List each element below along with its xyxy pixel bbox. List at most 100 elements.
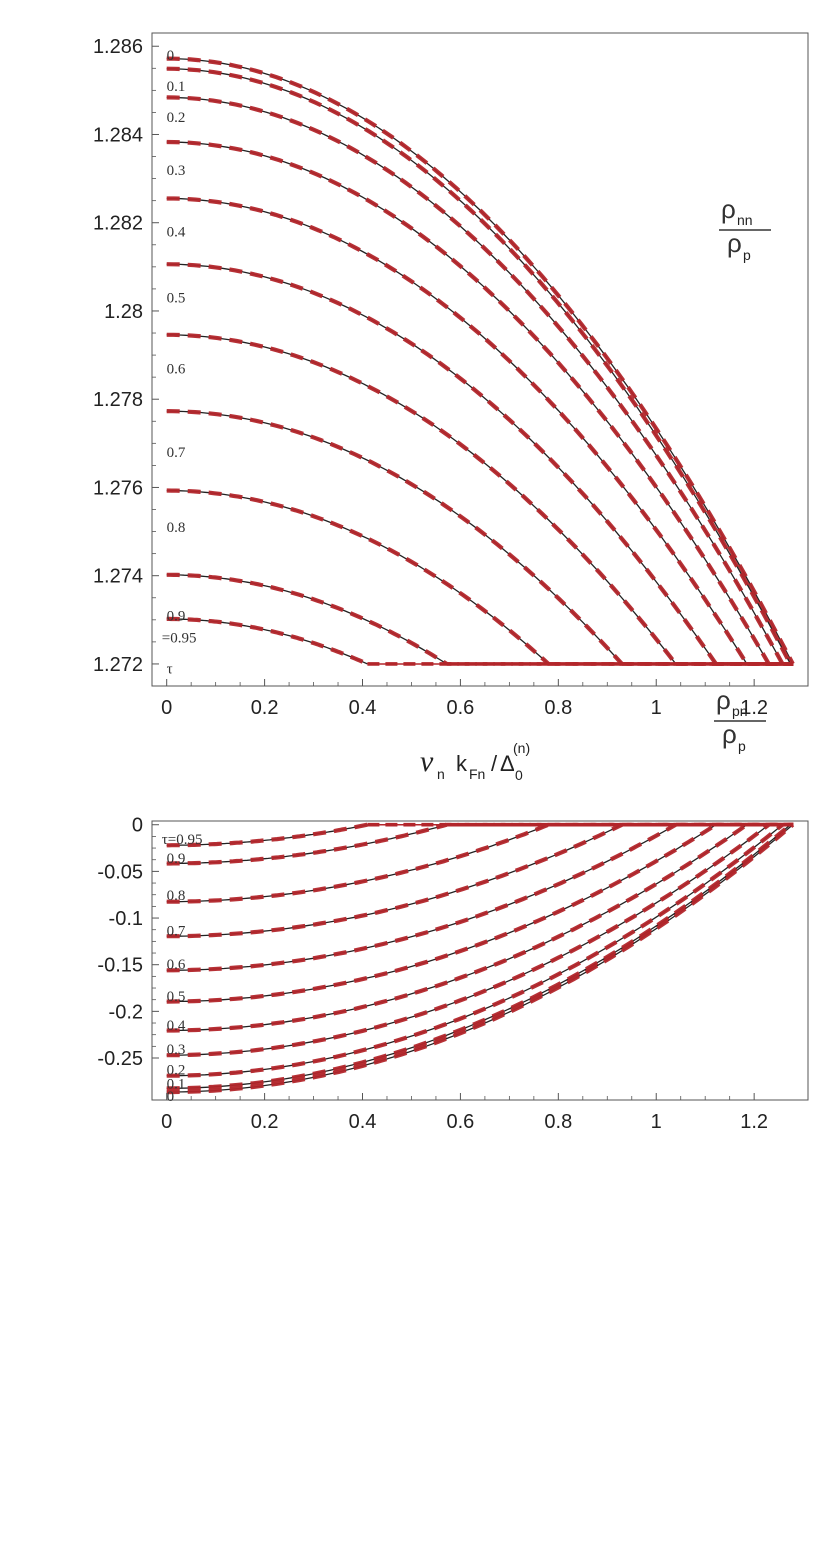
x-tick-label: 0.8 [544,1111,572,1133]
y-tick-label: 0 [132,815,143,837]
approx-curve [166,95,785,665]
approx-curve [166,139,771,665]
curve-label: 0.6 [167,361,186,377]
y-tick-label: -0.15 [97,955,143,977]
xlabel-var-sub: n [437,766,445,782]
curve-label: 0.8 [167,520,186,536]
approx-curve [166,66,793,665]
y-tick-label: -0.05 [97,861,143,883]
x-tick-label: 1.2 [740,1111,768,1133]
ratio-label: ρ nnρ p [719,194,771,263]
curve-label: =0.95 [162,630,197,646]
x-axis: 0 0.2 0.4 0.6 0.8 1 1.2 [161,679,768,719]
ratio-numerator-sub: nn [737,212,753,228]
curve-label: 0.6 [167,957,186,973]
curve-labels: 0 0.1 0.2 0.3 0.4 0.5 0.6 0.7 0.8 0.9 =0.95 τ [162,48,197,677]
y-tick-label: -0.25 [97,1048,143,1070]
x-tick-label: 0 [161,697,172,719]
approx-curve [166,616,369,666]
xlabel-k-sub: Fn [469,766,485,782]
xlabel-delta-sup: (n) [513,740,530,756]
approx-curve [166,196,749,666]
x-tick-label: 0 [161,1111,172,1133]
approx-curve [166,823,795,1095]
curve-label: 0.3 [167,1042,186,1058]
curve-label: 0.9 [167,608,186,624]
curve-label: 0.8 [167,888,186,904]
approx-curve [166,823,792,1091]
y-tick-label: 1.272 [93,654,143,676]
curve-labels: τ=0.95 0.9 0.8 0.7 0.6 0.5 0.4 0.3 0.20.10 [162,832,203,1105]
curve-label: 0.4 [167,1018,186,1034]
panel-rho-pn: 0 -0.05 -0.1 -0.15 -0.2 -0.25 0 0.2 0.4 0.6 0.8 1 1… [97,685,809,1133]
curve-label: 0.2 [167,110,186,126]
x-tick-label: 1.2 [740,697,768,719]
ratio-numerator: ρ [716,685,731,715]
x-tick-label: 0.4 [349,697,377,719]
approx-curve [166,262,718,666]
x-tick-label: 0.6 [447,697,475,719]
approx-curve [166,822,550,904]
exact-curve [166,57,794,665]
x-tick-label: 0.6 [447,1111,475,1133]
x-tick-label: 0.8 [544,697,572,719]
exact-curve [166,334,677,665]
approx-curve [166,488,550,666]
xlabel-k: k [456,751,468,776]
curves [166,822,795,1095]
y-axis: 0 -0.05 -0.1 -0.15 -0.2 -0.25 [97,815,159,1070]
xlabel-var: v [420,745,434,778]
exact-curve [166,68,791,665]
exact-curve [166,824,794,1093]
y-axis: 1.272 1.274 1.276 1.278 1.28 1.282 1.284 1.286 [93,36,159,676]
exact-curve [166,824,549,903]
approx-curve [166,822,448,866]
y-tick-label: -0.2 [109,1001,143,1023]
curve-label: 0.7 [167,445,186,461]
x-axis: 0 0.2 0.4 0.6 0.8 1 1.2 [161,1093,768,1133]
approx-curve [166,822,749,1033]
exact-curve [166,489,549,665]
plot-frame [151,820,809,1101]
y-tick-label: 1.284 [93,124,143,146]
xlabel-delta: Δ [500,751,515,776]
xlabel-slash: / [491,751,498,776]
curve-label: 0.4 [167,225,186,241]
exact-curve [166,824,717,1003]
approx-curve [166,823,771,1058]
ratio-denominator: ρ [722,719,737,749]
curve-label: 0.3 [167,163,186,179]
approx-curve [166,332,678,666]
y-tick-label: 1.278 [93,389,143,411]
xlabel-delta-sub: 0 [515,767,523,783]
approx-curve [166,822,677,973]
x-tick-label: 0.4 [349,1111,377,1133]
approx-curve [166,56,795,665]
curve-label: τ=0.95 [162,832,203,848]
approx-curve [166,823,784,1078]
ratio-denominator-sub: p [743,247,751,263]
curve-label: 0.7 [167,924,186,940]
ratio-label: ρ pnρ p [714,685,766,754]
approx-curve [166,572,448,666]
ratio-denominator-sub: p [738,738,746,754]
x-tick-label: 1 [651,1111,662,1133]
curve-label: 0.5 [167,989,186,1005]
x-axis-label: v n k Fn / Δ 0 (n) [420,740,530,783]
panel-rho-nn: 1.2721.2741.2761.2781.281.2821.2841.286 … [93,32,809,719]
ratio-numerator: ρ [721,194,736,224]
curve-label: 0.2 [167,1063,186,1079]
y-tick-label: 1.274 [93,566,143,588]
curve-label: 0.1 [167,79,186,95]
y-tick-label: 1.276 [93,477,143,499]
x-tick-label: 1 [651,697,662,719]
ratio-denominator: ρ [727,228,742,258]
exact-curve [166,824,677,971]
exact-curve [166,574,448,665]
approx-curve [166,822,718,1004]
y-tick-label: 1.28 [104,301,143,323]
y-tick-label: 1.282 [93,213,143,235]
y-tick-label: -0.1 [109,908,143,930]
exact-curve [166,263,717,665]
